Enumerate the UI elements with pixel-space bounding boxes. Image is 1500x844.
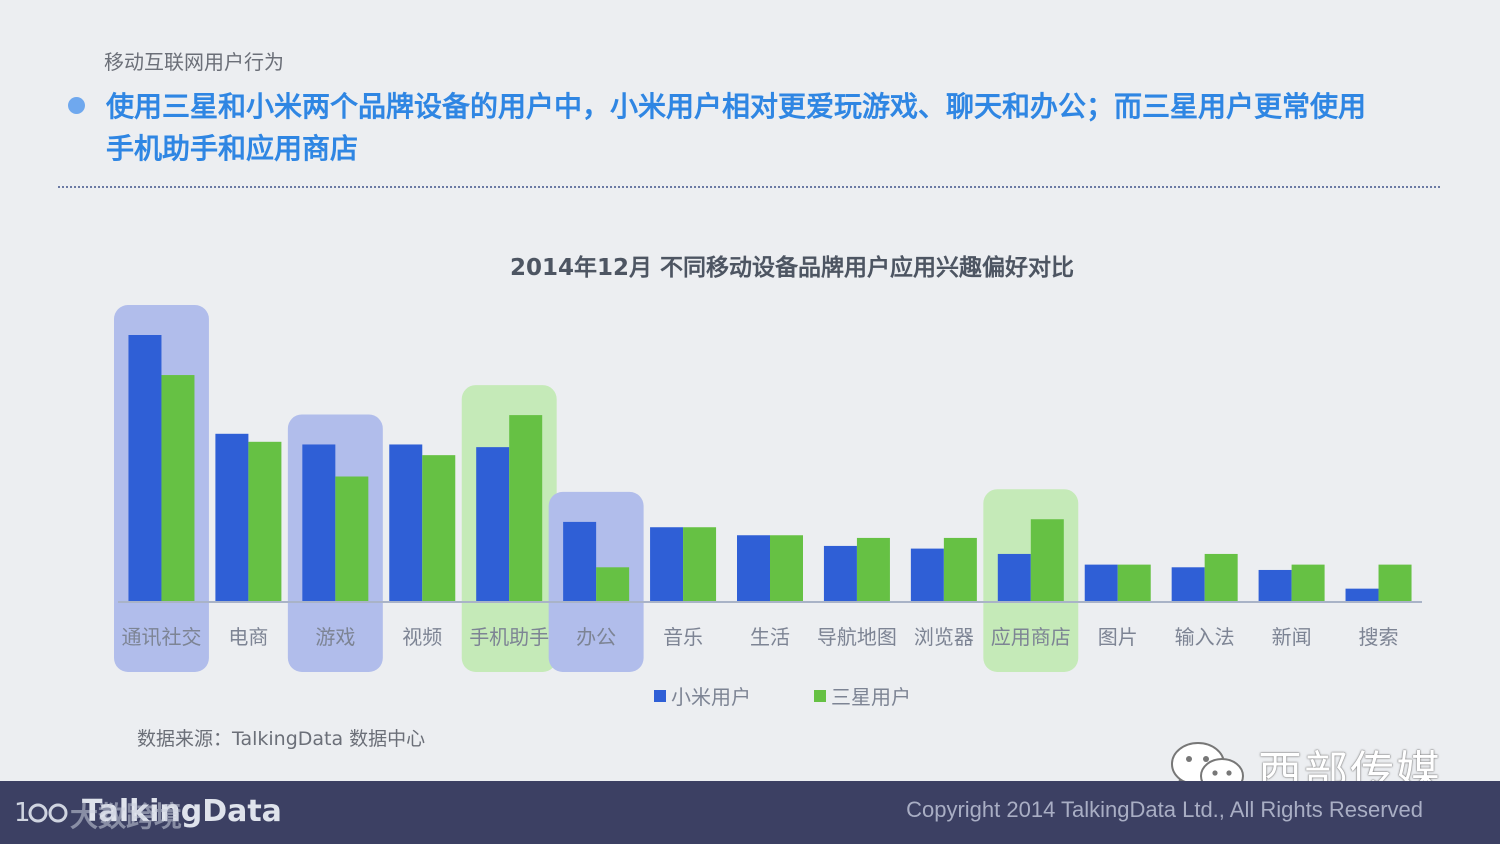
bar-三星用户-通讯社交 (161, 375, 195, 602)
bar-三星用户-游戏 (335, 476, 369, 602)
legend-label-三星用户: 三星用户 (831, 685, 911, 709)
bar-三星用户-图片 (1117, 564, 1151, 602)
x-tick-label: 图片 (1098, 625, 1138, 649)
x-tick-label: 办公 (576, 625, 616, 649)
bar-三星用户-输入法 (1204, 553, 1238, 602)
page-headline: 使用三星和小米两个品牌设备的用户中，小米用户相对更爱玩游戏、聊天和办公；而三星用… (106, 90, 1367, 165)
bar-小米用户-导航地图 (823, 545, 857, 602)
bar-三星用户-电商 (248, 441, 282, 602)
bar-三星用户-音乐 (683, 527, 717, 602)
x-tick-label: 生活 (750, 625, 790, 649)
bar-三星用户-新闻 (1291, 564, 1325, 602)
bar-小米用户-应用商店 (997, 553, 1031, 602)
x-tick-label: 搜索 (1359, 625, 1399, 649)
bar-小米用户-生活 (737, 535, 770, 602)
x-tick-label: 通讯社交 (121, 625, 201, 649)
bar-小米用户-新闻 (1258, 569, 1292, 602)
x-tick-label: 视频 (402, 625, 442, 649)
svg-text:1: 1 (14, 798, 31, 828)
breadcrumb: 移动互联网用户行为 (104, 50, 284, 74)
chart-title: 2014年12月 不同移动设备品牌用户应用兴趣偏好对比 (509, 255, 1075, 281)
x-tick-label: 音乐 (663, 625, 703, 649)
x-tick-label: 电商 (228, 625, 268, 649)
bar-小米用户-浏览器 (910, 548, 944, 602)
legend-swatch-小米用户 (654, 690, 666, 702)
legend-label-小米用户: 小米用户 (671, 685, 751, 709)
x-tick-label: 手机助手 (469, 625, 549, 649)
bar-小米用户-游戏 (302, 444, 336, 602)
x-tick-label: 导航地图 (817, 625, 897, 649)
logo-icon: 1 (14, 798, 68, 828)
bar-三星用户-手机助手 (509, 415, 543, 602)
bar-三星用户-应用商店 (1030, 519, 1064, 602)
watermark: 大数跨境 (70, 800, 183, 833)
bar-三星用户-办公 (596, 567, 630, 602)
x-tick-label: 输入法 (1175, 625, 1235, 649)
bar-小米用户-搜索 (1345, 588, 1379, 602)
bullet-dot (68, 97, 85, 114)
bar-三星用户-搜索 (1378, 564, 1412, 602)
footer-bar: 1 TalkingData 大数跨境 Copyright 2014 Talkin… (0, 781, 1500, 844)
bar-小米用户-办公 (563, 521, 597, 602)
bar-小米用户-音乐 (650, 527, 684, 602)
bar-小米用户-通讯社交 (128, 335, 162, 602)
bar-chart: 通讯社交 电商 游戏 视频 手机助手 办公 音乐 生活 导航地图 浏览器 应用商店 图片 输入法 新闻 搜索… (114, 305, 1422, 709)
bar-三星用户-视频 (422, 455, 456, 602)
talkingdata-logo: 1 TalkingData (14, 791, 282, 831)
bar-三星用户-生活 (770, 535, 803, 602)
bar-小米用户-输入法 (1171, 567, 1205, 602)
legend-swatch-三星用户 (814, 690, 826, 702)
logo-text: TalkingData (82, 793, 282, 829)
copyright: Copyright 2014 TalkingData Ltd., All Rig… (906, 797, 1423, 822)
data-source-note: 数据来源：TalkingData 数据中心 (137, 728, 426, 750)
x-tick-label: 新闻 (1272, 625, 1312, 649)
x-tick-label: 应用商店 (991, 625, 1071, 649)
bar-小米用户-手机助手 (476, 447, 510, 602)
divider (58, 186, 1440, 188)
bar-小米用户-电商 (215, 433, 249, 602)
bar-小米用户-视频 (389, 444, 423, 602)
x-tick-label: 游戏 (315, 625, 355, 649)
bar-三星用户-浏览器 (943, 537, 977, 602)
bar-三星用户-导航地图 (856, 537, 890, 602)
bar-小米用户-图片 (1084, 564, 1118, 602)
x-tick-label: 浏览器 (914, 625, 974, 649)
